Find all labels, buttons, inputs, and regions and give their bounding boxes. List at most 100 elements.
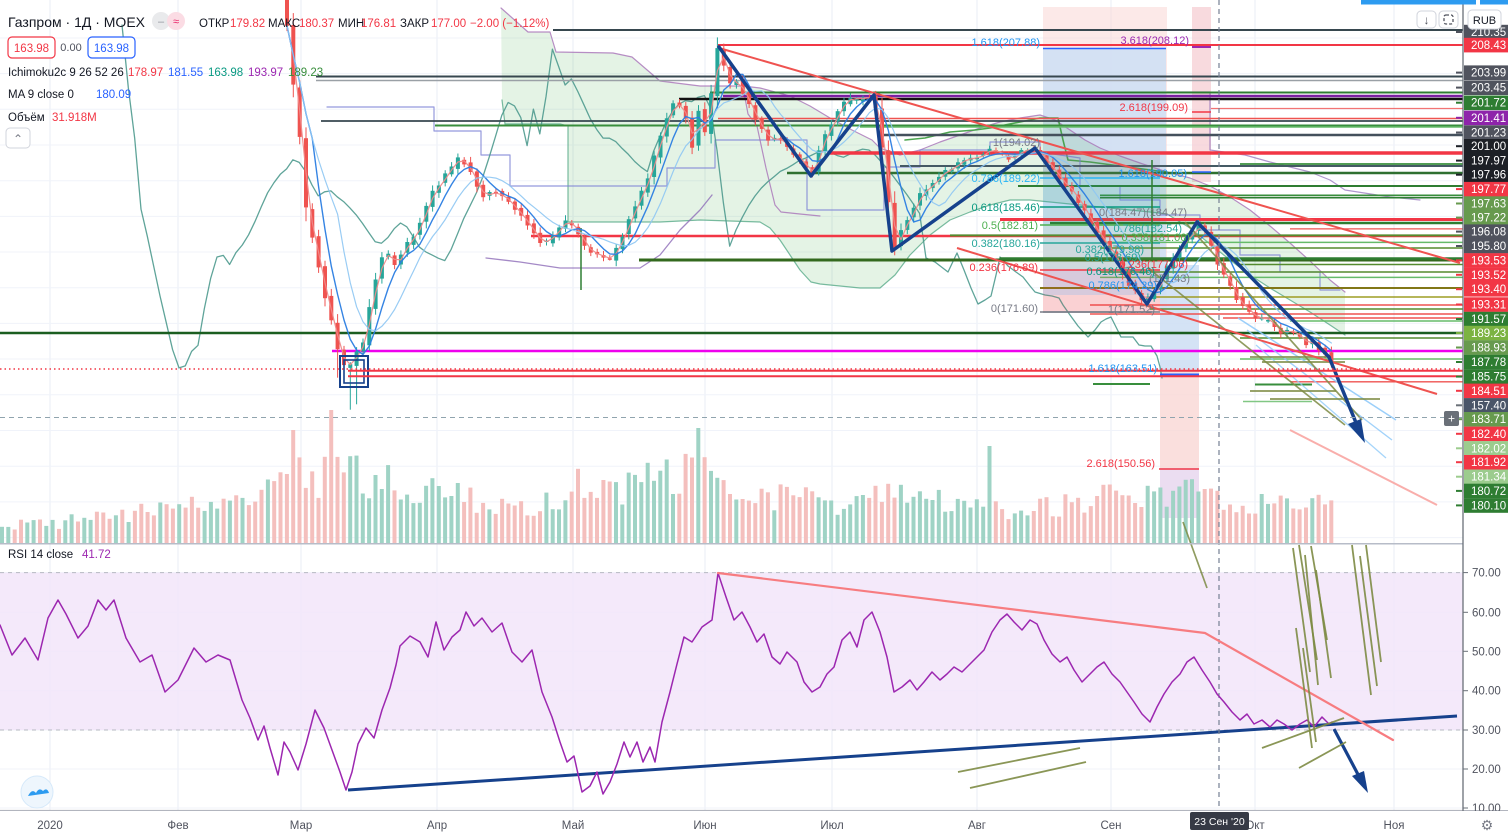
svg-text:197.63: 197.63 — [1471, 199, 1506, 211]
svg-text:⌃: ⌃ — [13, 132, 23, 146]
svg-text:163.98: 163.98 — [14, 43, 49, 55]
svg-text:30.00: 30.00 — [1472, 725, 1501, 737]
svg-text:197.97: 197.97 — [1471, 156, 1506, 168]
svg-text:193.31: 193.31 — [1471, 300, 1506, 312]
svg-text:210.35: 210.35 — [1471, 27, 1506, 39]
svg-text:Ichimoku2c 9 26 52 26: Ichimoku2c 9 26 52 26 — [8, 67, 124, 79]
svg-text:60.00: 60.00 — [1472, 607, 1501, 619]
svg-text:187.78: 187.78 — [1471, 357, 1506, 369]
svg-text:208.43: 208.43 — [1471, 40, 1506, 52]
svg-text:0.236(177.06): 0.236(177.06) — [1120, 259, 1189, 271]
svg-text:20.00: 20.00 — [1472, 764, 1501, 776]
svg-text:0.00: 0.00 — [60, 42, 81, 54]
svg-text:178.97: 178.97 — [128, 67, 163, 79]
svg-text:163.98: 163.98 — [94, 43, 129, 55]
svg-text:RUB: RUB — [1473, 15, 1496, 27]
svg-text:181.55: 181.55 — [168, 67, 203, 79]
svg-text:193.52: 193.52 — [1471, 270, 1506, 282]
svg-text:1.618(190.05): 1.618(190.05) — [1119, 168, 1188, 180]
svg-text:0.786(182.54): 0.786(182.54) — [1114, 223, 1183, 235]
svg-text:203.99: 203.99 — [1471, 68, 1506, 80]
svg-text:203.45: 203.45 — [1471, 83, 1506, 95]
svg-text:≈: ≈ — [173, 16, 179, 28]
svg-text:70.00: 70.00 — [1472, 568, 1501, 580]
svg-text:40.00: 40.00 — [1472, 686, 1501, 698]
svg-text:0.382(179.98): 0.382(179.98) — [1076, 244, 1145, 256]
svg-text:0.236(176.89): 0.236(176.89) — [970, 262, 1039, 274]
svg-text:185.75: 185.75 — [1471, 372, 1506, 384]
svg-text:191.57: 191.57 — [1471, 314, 1506, 326]
svg-text:195.80: 195.80 — [1471, 241, 1506, 253]
svg-text:Июн: Июн — [693, 820, 716, 832]
svg-text:163.98: 163.98 — [208, 67, 243, 79]
svg-text:193.97: 193.97 — [248, 67, 283, 79]
svg-text:157.40: 157.40 — [1471, 400, 1506, 412]
svg-text:196.08: 196.08 — [1471, 227, 1506, 239]
svg-text:Июл: Июл — [820, 820, 843, 832]
svg-text:180.10: 180.10 — [1471, 500, 1506, 512]
svg-text:182.02: 182.02 — [1471, 443, 1506, 455]
svg-text:0.618(185.46): 0.618(185.46) — [972, 202, 1041, 214]
svg-text:–: – — [158, 16, 165, 28]
svg-text:201.41: 201.41 — [1471, 113, 1506, 125]
svg-text:+: + — [1448, 412, 1455, 426]
svg-text:197.22: 197.22 — [1471, 213, 1506, 225]
svg-text:23 Сен '20: 23 Сен '20 — [1194, 816, 1245, 828]
svg-text:0.786(174.29): 0.786(174.29) — [1089, 280, 1158, 292]
svg-text:МИН: МИН — [338, 18, 364, 30]
svg-text:31.918M: 31.918M — [52, 112, 97, 124]
svg-text:197.96: 197.96 — [1471, 170, 1506, 182]
svg-text:↓: ↓ — [1424, 13, 1430, 27]
svg-text:0(171.60): 0(171.60) — [991, 303, 1038, 315]
svg-text:183.71: 183.71 — [1471, 414, 1506, 426]
svg-text:−2.00 (−1.12%): −2.00 (−1.12%) — [470, 18, 549, 30]
svg-text:⚙: ⚙ — [1481, 817, 1494, 833]
svg-text:MA 9 close 0: MA 9 close 0 — [8, 89, 74, 101]
svg-text:189.23: 189.23 — [288, 67, 323, 79]
svg-text:2.618(150.56): 2.618(150.56) — [1087, 458, 1156, 470]
svg-text:0.5(182.81): 0.5(182.81) — [982, 220, 1038, 232]
svg-text:0(184.47)(184.47): 0(184.47)(184.47) — [1099, 207, 1187, 219]
svg-text:181.34: 181.34 — [1471, 472, 1507, 484]
svg-text:0.5(178.69): 0.5(178.69) — [1085, 252, 1141, 264]
svg-text:0.358(181.06): 0.358(181.06) — [1122, 232, 1191, 244]
svg-text:0.618(176.46): 0.618(176.46) — [1087, 266, 1156, 278]
svg-text:(171.43): (171.43) — [1149, 273, 1190, 285]
svg-text:Окт: Окт — [1245, 820, 1265, 832]
svg-text:Газпром · 1Д · MOEX: Газпром · 1Д · MOEX — [8, 14, 146, 30]
svg-text:180.72: 180.72 — [1471, 486, 1506, 498]
svg-text:201.00: 201.00 — [1471, 141, 1506, 153]
svg-text:177.00: 177.00 — [431, 18, 466, 30]
svg-text:193.40: 193.40 — [1471, 284, 1506, 296]
svg-text:182.40: 182.40 — [1471, 429, 1506, 441]
svg-text:189.23: 189.23 — [1471, 328, 1506, 340]
svg-text:ЗАКР: ЗАКР — [400, 18, 429, 30]
svg-text:Ноя: Ноя — [1384, 820, 1405, 832]
svg-text:1.618(163.51): 1.618(163.51) — [1089, 363, 1158, 375]
svg-text:201.23: 201.23 — [1471, 128, 1506, 140]
svg-text:197.77: 197.77 — [1471, 184, 1506, 196]
svg-text:Мар: Мар — [290, 820, 313, 832]
svg-text:188.93: 188.93 — [1471, 343, 1506, 355]
svg-text:50.00: 50.00 — [1472, 646, 1501, 658]
svg-text:176.81: 176.81 — [361, 18, 396, 30]
svg-text:Объём: Объём — [8, 112, 45, 124]
svg-text:Май: Май — [562, 820, 585, 832]
svg-text:Авг: Авг — [968, 820, 986, 832]
svg-text:179.82: 179.82 — [230, 18, 265, 30]
svg-text:201.72: 201.72 — [1471, 98, 1506, 110]
svg-text:180.09: 180.09 — [96, 89, 131, 101]
svg-text:2.618(199.09): 2.618(199.09) — [1120, 102, 1189, 114]
svg-text:41.72: 41.72 — [82, 549, 111, 561]
svg-text:193.53: 193.53 — [1471, 255, 1506, 267]
svg-text:ОТКР: ОТКР — [199, 18, 230, 30]
svg-text:Сен: Сен — [1100, 820, 1121, 832]
svg-text:3.618(208.12): 3.618(208.12) — [1121, 35, 1190, 47]
svg-text:181.92: 181.92 — [1471, 457, 1506, 469]
svg-text:1.618(207.88): 1.618(207.88) — [972, 37, 1041, 49]
svg-text:RSI 14 close: RSI 14 close — [8, 549, 73, 561]
svg-text:0.382(180.16): 0.382(180.16) — [972, 238, 1041, 250]
svg-text:Апр: Апр — [427, 820, 447, 832]
svg-text:184.51: 184.51 — [1471, 386, 1506, 398]
svg-text:МАКС: МАКС — [268, 18, 300, 30]
